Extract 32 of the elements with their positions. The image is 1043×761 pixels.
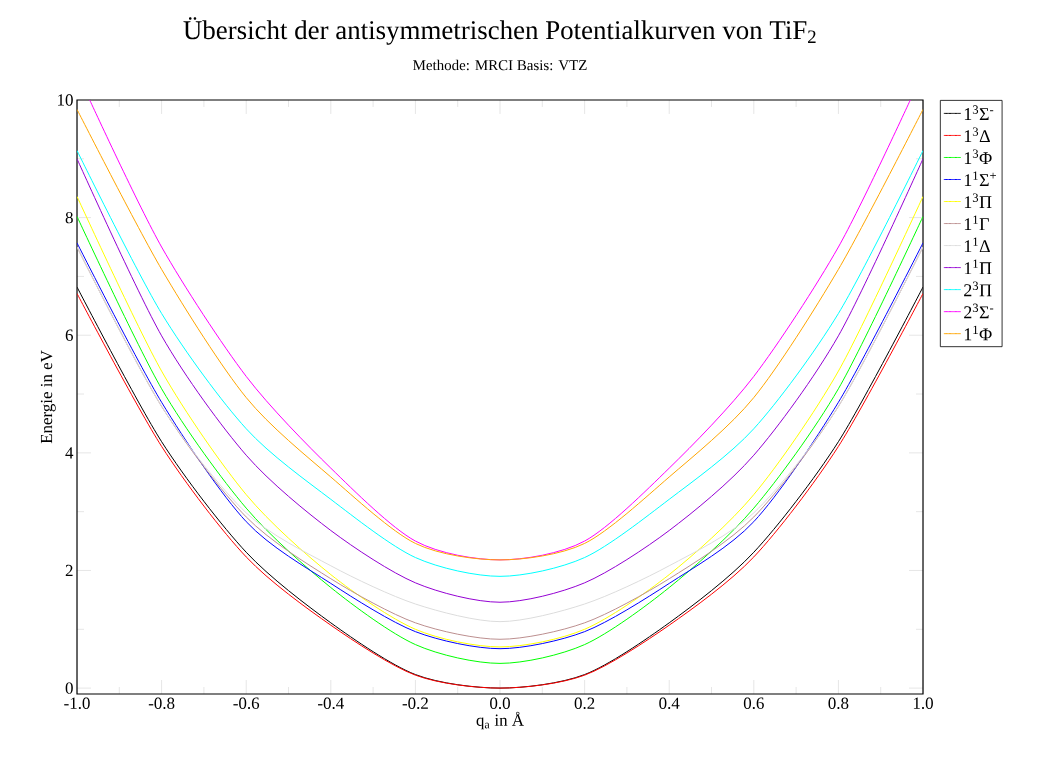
x-tick-label: 0.0 <box>490 697 510 709</box>
y-tick-label: 6 <box>65 329 73 341</box>
x-tick-label: -0.8 <box>148 697 175 709</box>
legend-label: 2$^{3}$Σ$^{-}$ <box>964 303 994 319</box>
x-tick-label: -0.6 <box>233 697 260 709</box>
y-tick-label: 0 <box>65 682 73 694</box>
x-tick-label: 0.8 <box>828 697 849 709</box>
legend-label: 1$^{3}$Φ <box>964 149 992 165</box>
y-tick-label: 8 <box>65 211 73 224</box>
legend-label: 1$^{3}$Δ <box>964 127 990 142</box>
x-axis-title: q$_{a}$ in Å <box>476 711 524 730</box>
x-tick-label: 0.4 <box>659 697 680 709</box>
legend-label: 1$^{3}$Σ$^{-}$ <box>964 105 994 120</box>
legend-label: 1$^{1}$Σ$^{+}$ <box>964 171 996 187</box>
x-tick-label: -1.0 <box>64 697 90 709</box>
x-tick-label: 1.0 <box>913 697 933 709</box>
chart-subtitle: Methode: MRCI Basis: VTZ <box>413 59 587 71</box>
y-tick-label: 2 <box>65 564 73 577</box>
legend-label: 1$^{1}$Δ <box>964 237 990 253</box>
legend-label: 1$^{1}$Γ <box>964 215 989 231</box>
legend-label: 1$^{3}$Π <box>964 193 992 209</box>
y-axis-title: Energie in eV <box>40 350 56 444</box>
legend-label: 1$^{1}$Π <box>964 259 992 275</box>
x-tick-label: -0.2 <box>402 697 428 709</box>
y-tick-label: 10 <box>58 94 73 106</box>
x-tick-label: 0.2 <box>574 697 595 709</box>
x-tick-label: 0.6 <box>743 697 764 709</box>
legend-label: 2$^{3}$Π <box>964 281 992 297</box>
x-tick-label: -0.4 <box>318 697 344 709</box>
legend-label: 1$^{1}$Φ <box>964 325 992 341</box>
y-tick-label: 4 <box>65 447 74 459</box>
chart-title: Übersicht der antisymmetrischen Potentialkurven von TiF$_{2}$ <box>183 17 816 45</box>
